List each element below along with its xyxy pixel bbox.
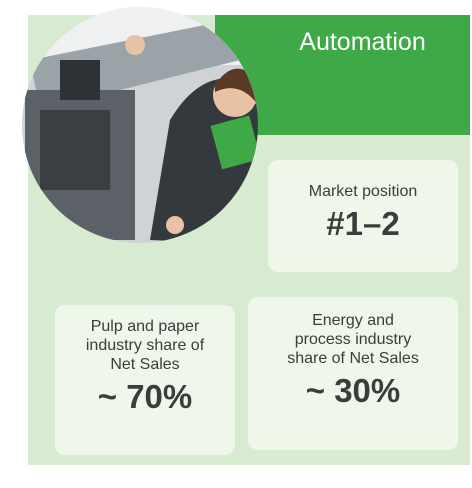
card-value: ~ 70% — [55, 378, 235, 416]
card-value: ~ 30% — [248, 372, 458, 410]
card: Energy and process industry share of Net… — [248, 297, 458, 450]
card-label: Pulp and paper industry share of Net Sal… — [82, 317, 208, 374]
card-label: Market position — [268, 182, 458, 201]
card-value: #1–2 — [268, 205, 458, 243]
card: Market position #1–2 — [268, 160, 458, 272]
card: Pulp and paper industry share of Net Sal… — [55, 305, 235, 455]
card-label: Energy and process industry share of Net… — [283, 311, 423, 368]
page: Automation Market position #1–2 Pulp and… — [0, 0, 472, 488]
